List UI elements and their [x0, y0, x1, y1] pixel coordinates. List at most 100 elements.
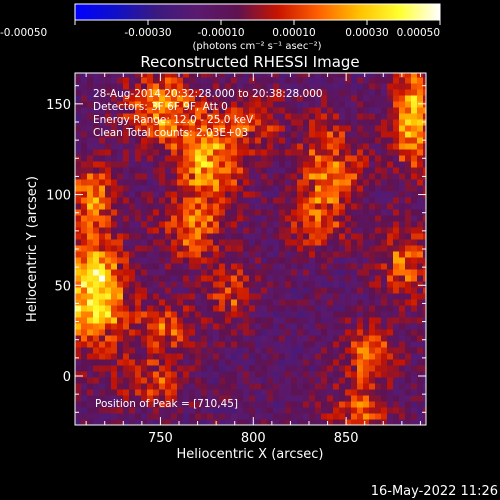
heatmap-cell	[321, 83, 328, 90]
heatmap-cell	[141, 161, 148, 168]
heatmap-cell	[393, 281, 400, 288]
heatmap-cell	[237, 197, 244, 204]
heatmap-cell	[135, 203, 142, 210]
heatmap-cell	[111, 299, 118, 306]
heatmap-cell	[123, 197, 130, 204]
heatmap-cell	[357, 275, 364, 282]
heatmap-cell	[117, 149, 124, 156]
heatmap-cell	[99, 377, 106, 384]
heatmap-cell	[297, 359, 304, 366]
heatmap-cell	[213, 407, 220, 414]
heatmap-cell	[243, 401, 250, 408]
heatmap-cell	[171, 131, 178, 138]
heatmap-cell	[225, 377, 232, 384]
heatmap-cell	[111, 419, 118, 425]
heatmap-cell	[423, 335, 426, 342]
heatmap-cell	[213, 371, 220, 378]
heatmap-cell	[309, 191, 316, 198]
heatmap-cell	[183, 101, 190, 108]
heatmap-cell	[87, 329, 94, 336]
heatmap-cell	[99, 239, 106, 246]
heatmap-cell	[123, 149, 130, 156]
heatmap-cell	[411, 209, 418, 216]
heatmap-cell	[123, 185, 130, 192]
heatmap-cell	[273, 185, 280, 192]
heatmap-cell	[363, 413, 370, 420]
heatmap-cell	[321, 335, 328, 342]
heatmap-cell	[417, 413, 424, 420]
heatmap-cell	[249, 395, 256, 402]
heatmap-cell	[333, 233, 340, 240]
heatmap-cell	[327, 131, 334, 138]
heatmap-cell	[273, 245, 280, 252]
heatmap-cell	[351, 101, 358, 108]
heatmap-cell	[201, 407, 208, 414]
heatmap-cell	[417, 179, 424, 186]
heatmap-cell	[87, 107, 94, 114]
heatmap-cell	[111, 161, 118, 168]
heatmap-cell	[159, 221, 166, 228]
heatmap-cell	[147, 281, 154, 288]
heatmap-cell	[213, 137, 220, 144]
heatmap-cell	[309, 419, 316, 425]
heatmap-cell	[189, 107, 196, 114]
heatmap-cell	[333, 125, 340, 132]
heatmap-cell	[411, 269, 418, 276]
heatmap-cell	[369, 269, 376, 276]
heatmap-cell	[411, 317, 418, 324]
heatmap-cell	[111, 83, 118, 90]
heatmap-cell	[303, 281, 310, 288]
heatmap-cell	[255, 377, 262, 384]
heatmap-cell	[213, 329, 220, 336]
heatmap-cell	[105, 287, 112, 294]
heatmap-cell	[297, 167, 304, 174]
heatmap-cell	[237, 395, 244, 402]
heatmap-cell	[249, 95, 256, 102]
heatmap-cell	[321, 185, 328, 192]
heatmap-cell	[171, 209, 178, 216]
heatmap-cell	[93, 143, 100, 150]
heatmap-cell	[297, 341, 304, 348]
heatmap-cell	[195, 245, 202, 252]
heatmap-cell	[369, 389, 376, 396]
heatmap-cell	[285, 401, 292, 408]
heatmap-cell	[303, 293, 310, 300]
heatmap-cell	[111, 137, 118, 144]
heatmap-cell	[243, 365, 250, 372]
heatmap-cell	[171, 299, 178, 306]
heatmap-cell	[159, 83, 166, 90]
heatmap-cell	[267, 263, 274, 270]
heatmap-cell	[129, 323, 136, 330]
heatmap-cell	[345, 359, 352, 366]
heatmap-cell	[99, 197, 106, 204]
heatmap-cell	[123, 179, 130, 186]
heatmap-cell	[123, 359, 130, 366]
heatmap-cell	[165, 347, 172, 354]
heatmap-cell	[333, 143, 340, 150]
heatmap-cell	[165, 365, 172, 372]
heatmap-cell	[135, 119, 142, 126]
heatmap-cell	[111, 287, 118, 294]
heatmap-cell	[351, 347, 358, 354]
heatmap-cell	[327, 371, 334, 378]
heatmap-cell	[171, 119, 178, 126]
heatmap-cell	[93, 161, 100, 168]
heatmap-cell	[375, 275, 382, 282]
heatmap-cell	[231, 401, 238, 408]
heatmap-cell	[87, 359, 94, 366]
heatmap-cell	[339, 377, 346, 384]
heatmap-cell	[93, 107, 100, 114]
heatmap-cell	[147, 383, 154, 390]
heatmap-cell	[93, 131, 100, 138]
heatmap-cell	[213, 155, 220, 162]
heatmap-cell	[99, 113, 106, 120]
heatmap-cell	[207, 293, 214, 300]
heatmap-cell	[393, 245, 400, 252]
heatmap-cell	[267, 245, 274, 252]
heatmap-cell	[141, 293, 148, 300]
heatmap-cell	[159, 299, 166, 306]
heatmap-cell	[153, 281, 160, 288]
heatmap-cell	[105, 149, 112, 156]
heatmap-cell	[381, 155, 388, 162]
heatmap-cell	[405, 161, 412, 168]
